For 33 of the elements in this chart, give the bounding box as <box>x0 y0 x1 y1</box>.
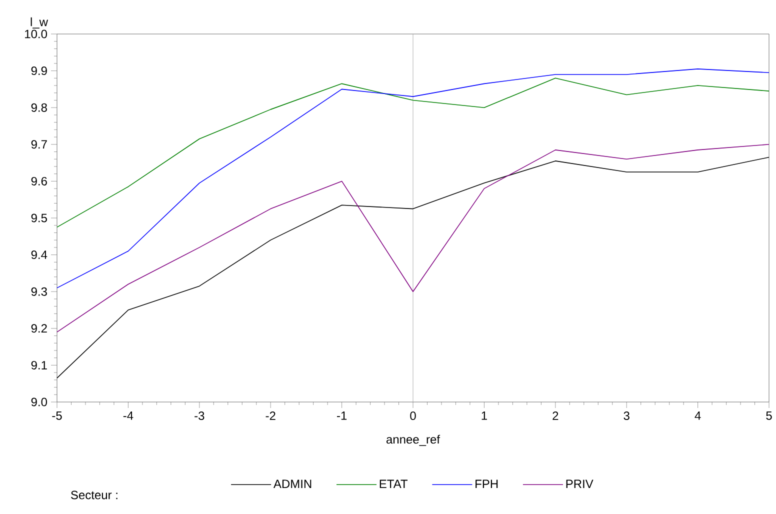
y-tick-label: 9.7 <box>31 140 47 149</box>
y-tick-label: 9.9 <box>31 66 47 76</box>
y-tick-label: 9.8 <box>31 103 47 112</box>
y-tick-label: 9.2 <box>31 324 47 333</box>
x-tick-label: -5 <box>52 412 62 420</box>
y-tick-label: 9.4 <box>31 250 48 260</box>
line-series <box>56 156 770 378</box>
legend-label: FPH <box>476 480 498 488</box>
x-tick-label: 4 <box>694 412 701 420</box>
y-tick-label: 9.1 <box>31 360 47 370</box>
y-tick-label: 10.0 <box>25 30 48 38</box>
y-tick-label: 9.6 <box>31 176 47 186</box>
x-tick-label: 2 <box>552 412 558 420</box>
y-axis-title: l_w <box>30 17 48 28</box>
x-tick-label: -4 <box>123 412 134 420</box>
legend-title: Secteur : <box>71 490 118 500</box>
legend-label: ADMIN <box>273 480 312 488</box>
line-series <box>56 68 770 288</box>
x-tick-label: -2 <box>266 412 276 420</box>
line-series <box>56 78 770 228</box>
legend-label: ETAT <box>380 480 408 488</box>
x-tick-label: -1 <box>337 412 347 420</box>
y-tick-label: 9.3 <box>31 287 47 296</box>
x-tick-label: 5 <box>766 412 772 420</box>
legend-label: PRIV <box>566 480 594 488</box>
x-tick-label: 1 <box>482 412 487 420</box>
x-tick-label: -3 <box>194 412 204 420</box>
x-tick-label: 3 <box>624 412 630 420</box>
x-tick-label: 0 <box>410 412 416 420</box>
y-tick-label: 9.5 <box>31 214 47 222</box>
y-tick-label: 9.0 <box>31 398 48 406</box>
x-axis-title: annee_ref <box>386 434 440 446</box>
line-series <box>56 144 770 332</box>
